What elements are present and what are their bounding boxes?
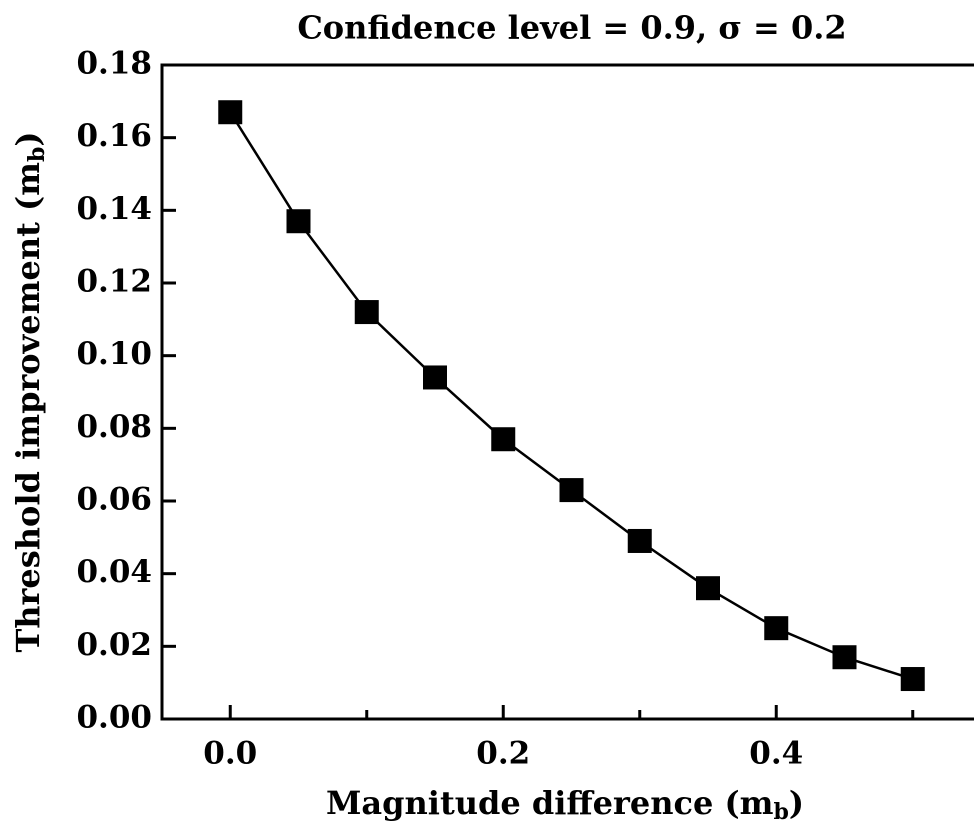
- y-tick-label: 0.04: [76, 554, 152, 590]
- y-tick-label: 0.18: [76, 46, 152, 82]
- y-axis-label-text: Threshold improvement (m: [9, 162, 47, 653]
- y-tick-label: 0.00: [76, 700, 152, 736]
- x-tick-label: 0.0: [203, 736, 257, 772]
- y-tick-label: 0.02: [76, 627, 152, 663]
- marker: [900, 667, 925, 692]
- y-tick-label: 0.16: [76, 118, 152, 154]
- y-axis-label-sub: b: [24, 147, 50, 162]
- x-axis-label-sub: b: [773, 799, 788, 825]
- chart-title: Confidence level = 0.9, σ = 0.2: [297, 9, 846, 47]
- x-axis-label-text: Magnitude difference (m: [326, 784, 774, 822]
- marker: [764, 616, 789, 641]
- y-tick-label: 0.14: [76, 191, 152, 227]
- x-axis-label-end: ): [789, 784, 804, 822]
- marker: [423, 365, 447, 390]
- marker: [832, 645, 857, 670]
- y-tick-label: 0.10: [76, 336, 152, 372]
- y-tick-label: 0.06: [76, 482, 152, 518]
- y-axis-label-end: ): [9, 131, 47, 146]
- x-tick-label: 0.2: [476, 736, 530, 772]
- marker: [286, 209, 311, 234]
- x-axis-label: Magnitude difference (mb): [326, 784, 804, 826]
- y-tick-label: 0.12: [76, 264, 152, 300]
- plot-frame: [160, 63, 974, 721]
- marker: [218, 100, 243, 125]
- marker: [491, 427, 516, 452]
- marker: [559, 478, 584, 503]
- y-axis-label: Threshold improvement (mb): [9, 131, 51, 652]
- series-line: [229, 111, 914, 681]
- marker: [696, 576, 720, 601]
- marker: [354, 300, 379, 325]
- y-tick-label: 0.08: [76, 409, 152, 445]
- x-tick-label: 0.4: [749, 736, 803, 772]
- marker: [627, 528, 652, 553]
